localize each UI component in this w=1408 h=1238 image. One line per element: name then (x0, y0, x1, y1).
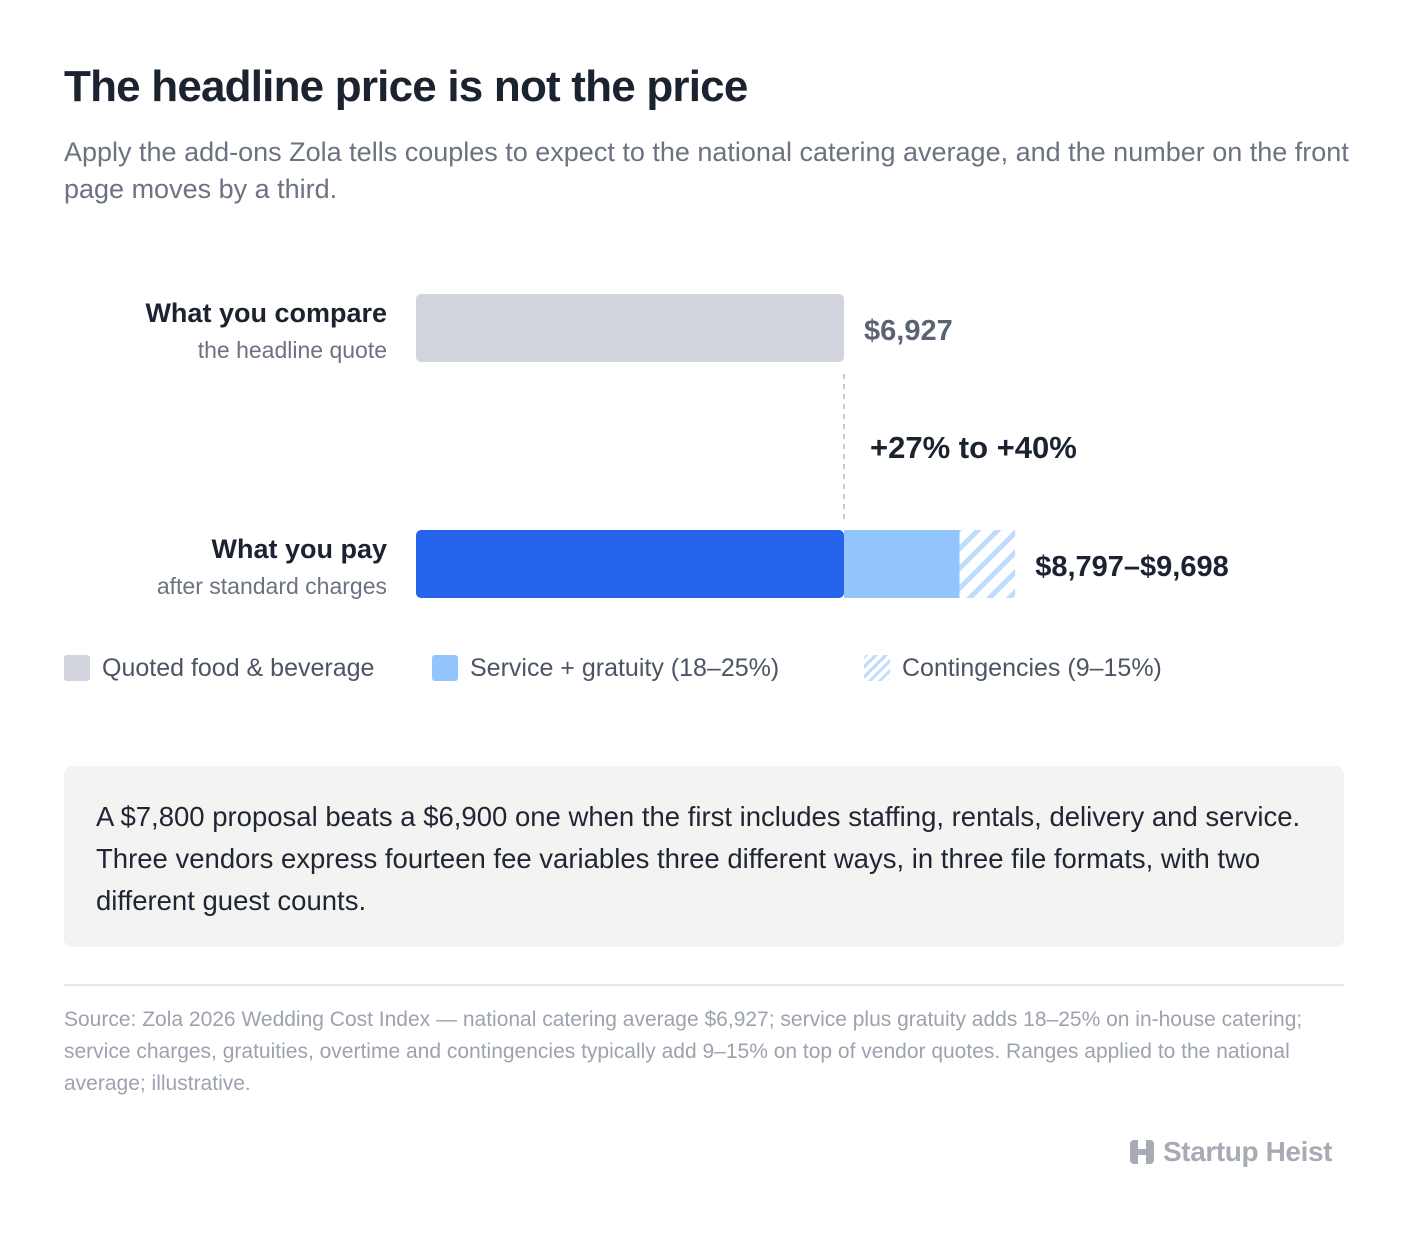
legend-item-service: Service + gratuity (18–25%) (432, 650, 779, 686)
startup-heist-logo-icon (1130, 1140, 1154, 1164)
callout-note: A $7,800 proposal beats a $6,900 one whe… (64, 766, 1344, 947)
value-label-0: $6,927 (864, 315, 953, 347)
value-label-1: $8,797–$9,698 (1035, 551, 1229, 583)
legend-swatch-quoted (64, 655, 90, 681)
callout-text: A $7,800 proposal beats a $6,900 one whe… (96, 801, 1301, 916)
legend-item-contingencies: Contingencies (9–15%) (864, 650, 1162, 686)
brand-name: Startup Heist (1163, 1136, 1333, 1167)
legend-label-contingencies: Contingencies (9–15%) (902, 653, 1162, 682)
source-note: Source: Zola 2026 Wedding Cost Index — n… (64, 1008, 1303, 1095)
row-label-0: What you compare (145, 298, 387, 328)
row-label-1: What you pay (211, 534, 387, 564)
stacked-bar-chart: What you compare the headline quote $6,927… (145, 294, 1229, 599)
legend-swatch-service (432, 655, 458, 681)
increase-annotation: +27% to +40% (870, 430, 1077, 465)
bar-service-gratuity-segment-pay (844, 530, 960, 598)
chart-subtitle: Apply the add-ons Zola tells couples to … (64, 137, 1349, 204)
legend-label-service: Service + gratuity (18–25%) (470, 653, 780, 682)
bar-quoted-segment-compare (416, 294, 844, 362)
row-sublabel-1: after standard charges (157, 573, 387, 599)
bar-contingencies-segment-pay (959, 530, 1016, 598)
chart-legend: Quoted food & beverage Service + gratuit… (64, 650, 1364, 686)
legend-swatch-contingencies (864, 655, 890, 681)
brand-logo: Startup Heist (1128, 1136, 1332, 1168)
legend-label-quoted: Quoted food & beverage (102, 653, 375, 682)
chart-title: The headline price is not the price (64, 62, 748, 111)
legend-item-quoted: Quoted food & beverage (64, 650, 374, 686)
row-sublabel-0: the headline quote (198, 337, 387, 363)
bar-quoted-segment-pay (416, 530, 844, 598)
footer-divider (64, 984, 1344, 986)
